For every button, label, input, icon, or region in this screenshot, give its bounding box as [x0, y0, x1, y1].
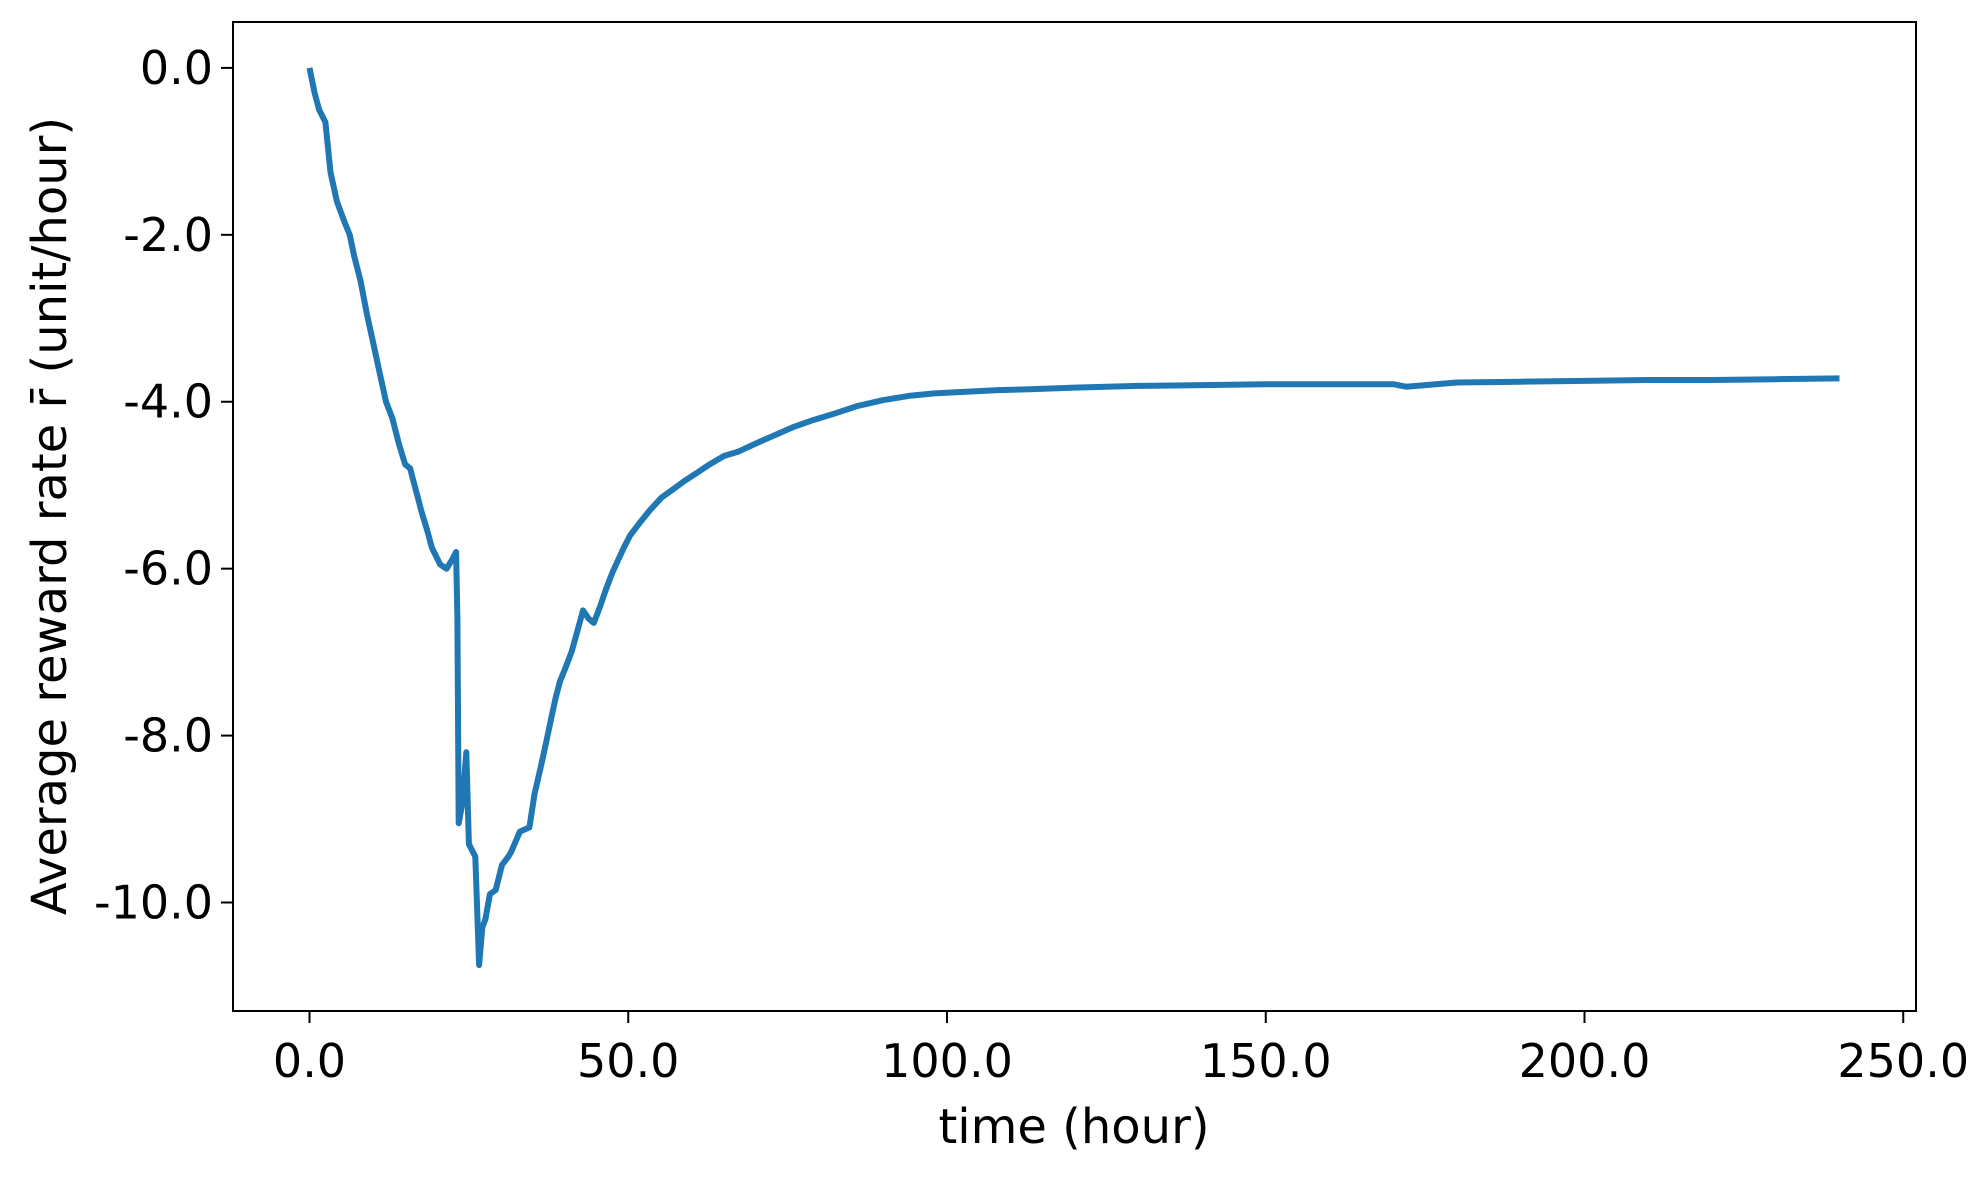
y-axis: 0.0 -2.0 -4.0 -6.0 -8.0 -10.0 — [94, 41, 233, 930]
plot-area — [232, 21, 1917, 1012]
y-tick-label: -10.0 — [94, 876, 213, 930]
series-layer — [306, 67, 1840, 969]
x-tick-label: 100.0 — [881, 1034, 1013, 1088]
series-line — [306, 67, 1840, 969]
y-tick-label: 0.0 — [140, 41, 213, 95]
x-tick-label: 50.0 — [577, 1034, 679, 1088]
x-tick-label: 0.0 — [273, 1034, 346, 1088]
y-tick-label: -6.0 — [123, 542, 213, 596]
y-tick-label: -4.0 — [123, 375, 213, 429]
x-axis: 0.0 50.0 100.0 150.0 200.0 250.0 — [273, 1011, 1969, 1088]
x-tick-label: 150.0 — [1200, 1034, 1332, 1088]
y-tick-label: -8.0 — [123, 709, 213, 763]
x-tick-label: 200.0 — [1519, 1034, 1651, 1088]
x-tick-label: 250.0 — [1837, 1034, 1969, 1088]
y-axis-label: Average reward rate r̄ (unit/hour) — [22, 117, 78, 915]
x-axis-label: time (hour) — [938, 1099, 1209, 1155]
y-tick-label: -2.0 — [123, 208, 213, 262]
